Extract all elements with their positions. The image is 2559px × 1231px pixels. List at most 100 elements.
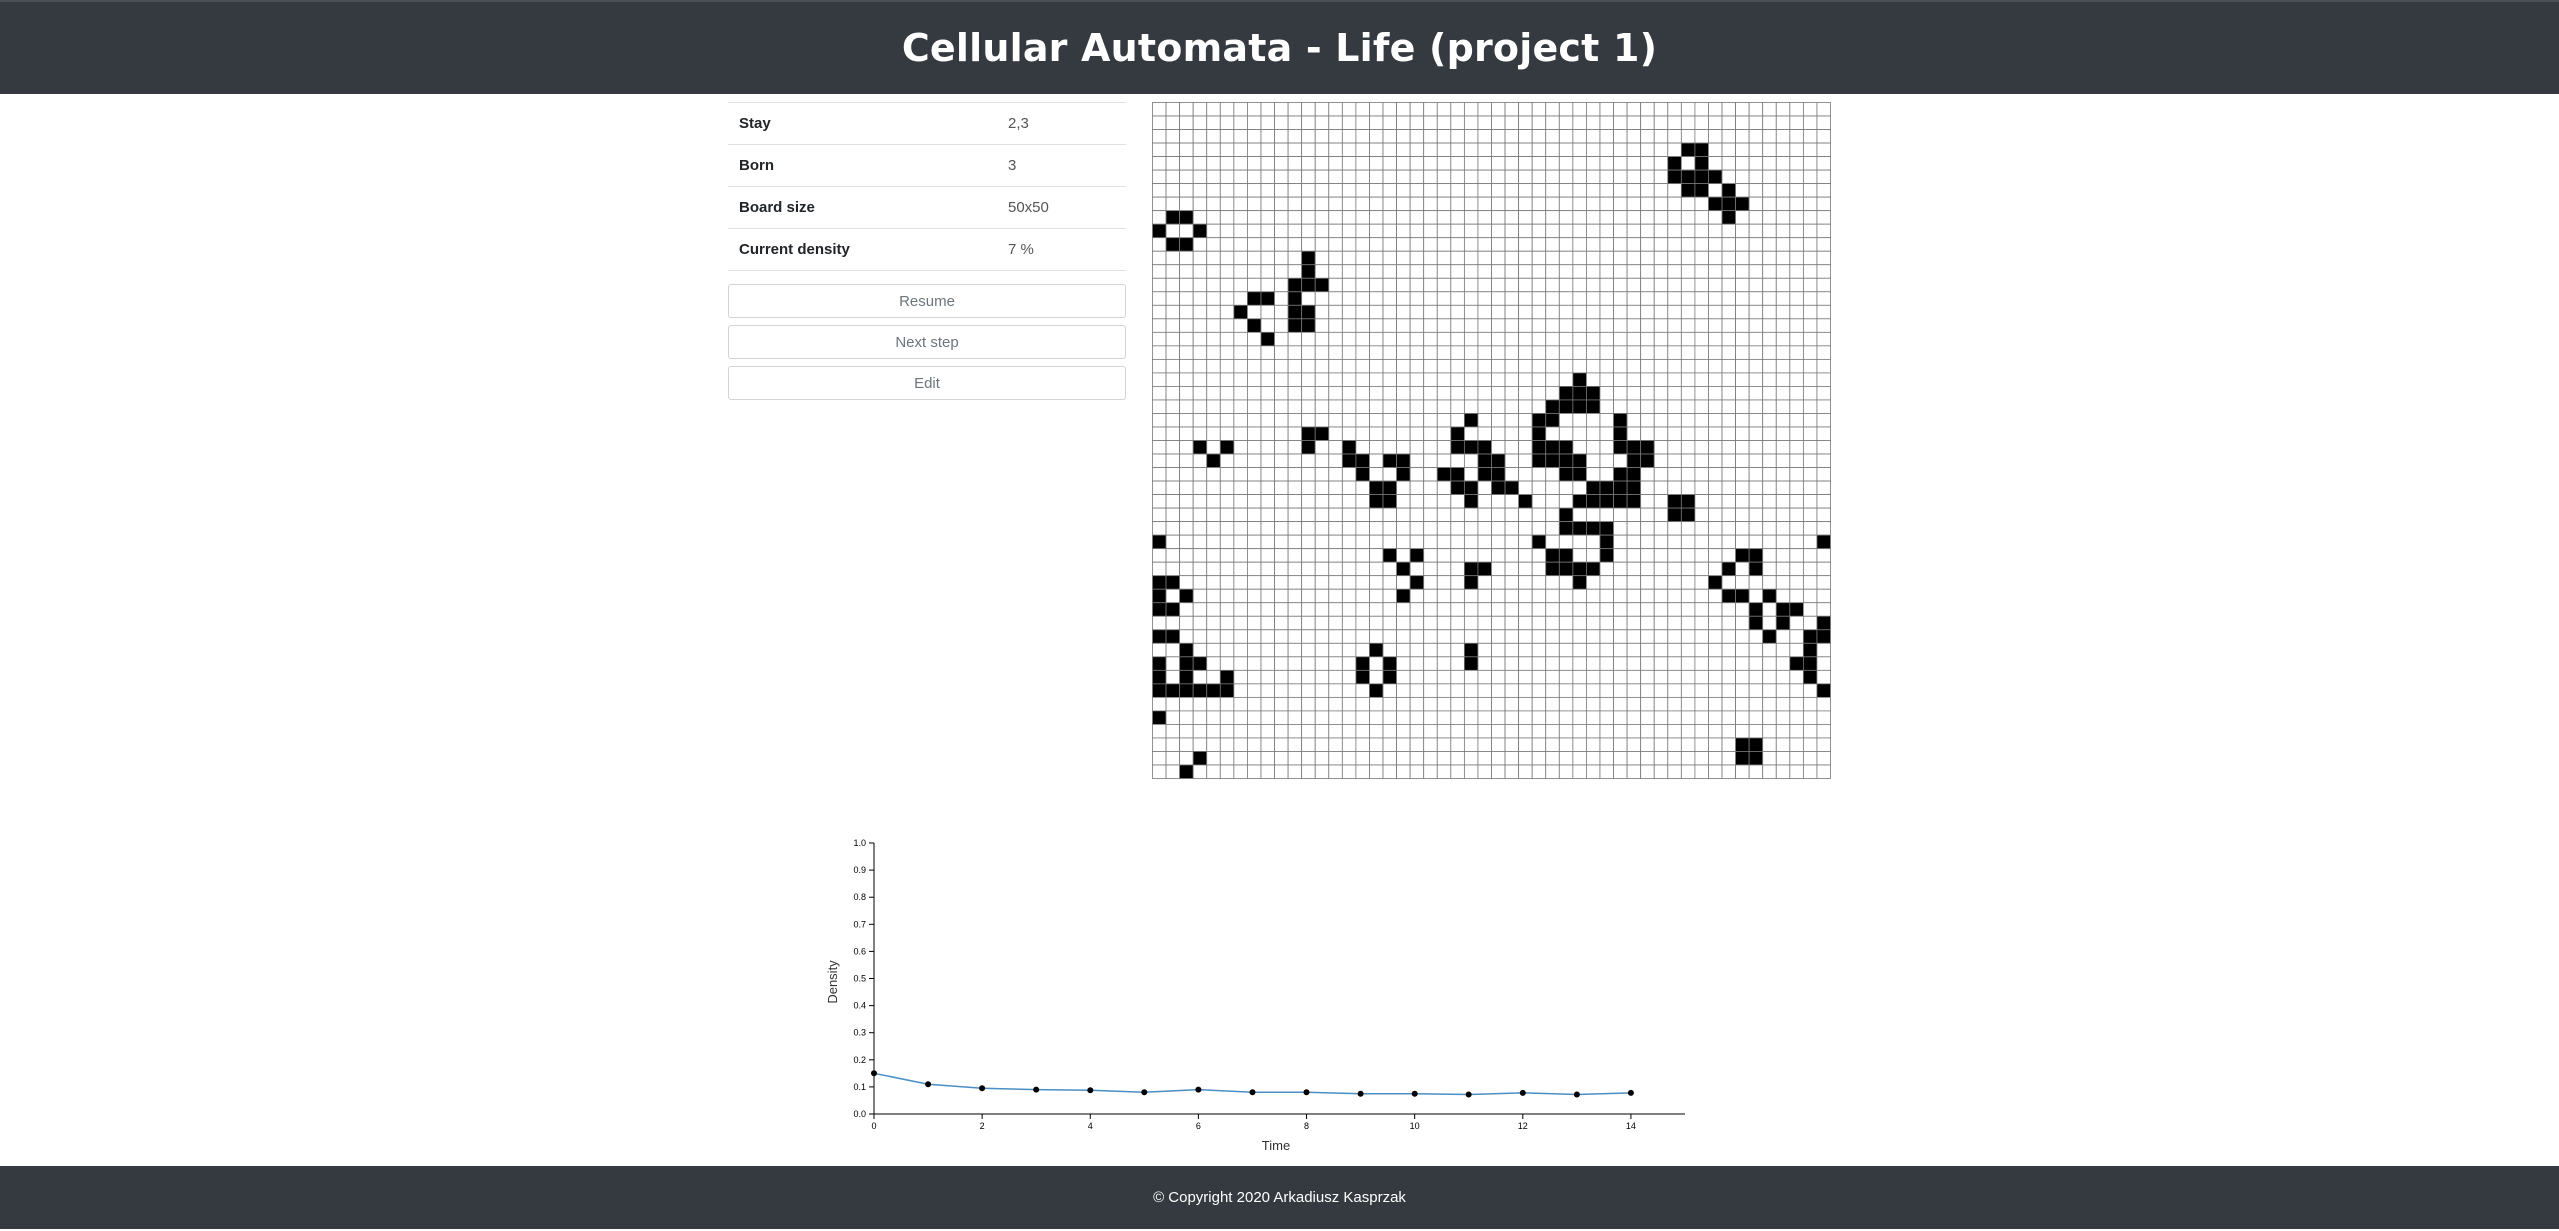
cell-dead[interactable] (1802, 156, 1818, 171)
cell-dead[interactable] (1694, 575, 1709, 590)
cell-dead[interactable] (1802, 210, 1818, 225)
cell-dead[interactable] (1382, 223, 1397, 239)
cell-dead[interactable] (1775, 237, 1791, 252)
cell-dead[interactable] (1409, 683, 1425, 698)
cell-dead[interactable] (1802, 169, 1818, 185)
cell-dead[interactable] (1518, 115, 1533, 130)
cell-dead[interactable] (1735, 534, 1750, 550)
cell-dead[interactable] (1287, 534, 1303, 550)
cell-alive[interactable] (1301, 264, 1316, 279)
cell-dead[interactable] (1423, 467, 1438, 482)
cell-dead[interactable] (1206, 521, 1221, 536)
cell-dead[interactable] (1491, 129, 1506, 144)
cell-dead[interactable] (1762, 521, 1777, 536)
cell-dead[interactable] (1301, 386, 1316, 401)
cell-dead[interactable] (1179, 561, 1194, 577)
cell-dead[interactable] (1328, 764, 1343, 779)
cell-dead[interactable] (1423, 751, 1438, 766)
cell-dead[interactable] (1735, 426, 1750, 441)
cell-alive[interactable] (1708, 169, 1723, 185)
cell-dead[interactable] (1545, 210, 1560, 225)
cell-dead[interactable] (1301, 561, 1316, 577)
cell-dead[interactable] (1301, 358, 1316, 374)
cell-dead[interactable] (1301, 156, 1316, 171)
cell-dead[interactable] (1518, 264, 1533, 279)
cell-dead[interactable] (1369, 669, 1384, 685)
cell-dead[interactable] (1436, 237, 1452, 252)
cell-dead[interactable] (1558, 751, 1574, 766)
cell-dead[interactable] (1694, 210, 1709, 225)
cell-dead[interactable] (1667, 183, 1682, 198)
cell-dead[interactable] (1816, 237, 1831, 252)
cell-alive[interactable] (1762, 629, 1777, 644)
cell-dead[interactable] (1653, 237, 1669, 252)
cell-dead[interactable] (1518, 602, 1533, 617)
cell-dead[interactable] (1165, 521, 1181, 536)
cell-dead[interactable] (1558, 426, 1574, 441)
cell-dead[interactable] (1802, 561, 1818, 577)
cell-dead[interactable] (1599, 372, 1614, 387)
cell-dead[interactable] (1260, 386, 1275, 401)
cell-dead[interactable] (1586, 426, 1601, 441)
cell-dead[interactable] (1748, 372, 1764, 387)
cell-dead[interactable] (1165, 156, 1181, 171)
cell-dead[interactable] (1314, 345, 1330, 360)
cell-dead[interactable] (1436, 210, 1452, 225)
cell-dead[interactable] (1653, 669, 1669, 685)
cell-dead[interactable] (1206, 602, 1221, 617)
cell-dead[interactable] (1640, 669, 1655, 685)
cell-dead[interactable] (1775, 453, 1791, 468)
cell-dead[interactable] (1206, 386, 1221, 401)
cell-dead[interactable] (1504, 169, 1520, 185)
cell-dead[interactable] (1341, 561, 1357, 577)
cell-dead[interactable] (1436, 480, 1452, 495)
cell-dead[interactable] (1626, 737, 1642, 752)
cell-dead[interactable] (1613, 453, 1628, 468)
cell-dead[interactable] (1653, 386, 1669, 401)
cell-dead[interactable] (1518, 413, 1533, 428)
cell-dead[interactable] (1640, 318, 1655, 333)
cell-dead[interactable] (1436, 399, 1452, 414)
cell-dead[interactable] (1518, 642, 1533, 658)
cell-dead[interactable] (1192, 521, 1208, 536)
cell-dead[interactable] (1572, 102, 1587, 117)
cell-dead[interactable] (1436, 156, 1452, 171)
cell-dead[interactable] (1463, 304, 1479, 320)
cell-dead[interactable] (1626, 183, 1642, 198)
cell-dead[interactable] (1450, 142, 1465, 157)
cell-dead[interactable] (1802, 710, 1818, 725)
cell-dead[interactable] (1192, 629, 1208, 644)
cell-dead[interactable] (1708, 156, 1723, 171)
cell-dead[interactable] (1341, 602, 1357, 617)
cell-dead[interactable] (1355, 331, 1370, 347)
cell-alive[interactable] (1816, 629, 1831, 644)
cell-dead[interactable] (1287, 521, 1303, 536)
cell-dead[interactable] (1613, 304, 1628, 320)
cell-dead[interactable] (1314, 102, 1330, 117)
cell-dead[interactable] (1491, 440, 1506, 455)
cell-dead[interactable] (1708, 642, 1723, 658)
cell-dead[interactable] (1640, 507, 1655, 523)
cell-dead[interactable] (1586, 372, 1601, 387)
cell-dead[interactable] (1694, 223, 1709, 239)
cell-dead[interactable] (1694, 683, 1709, 698)
cell-dead[interactable] (1436, 656, 1452, 671)
cell-alive[interactable] (1463, 413, 1479, 428)
cell-dead[interactable] (1287, 210, 1303, 225)
cell-dead[interactable] (1355, 358, 1370, 374)
cell-dead[interactable] (1762, 102, 1777, 117)
cell-dead[interactable] (1802, 764, 1818, 779)
cell-dead[interactable] (1504, 656, 1520, 671)
cell-dead[interactable] (1355, 764, 1370, 779)
cell-dead[interactable] (1586, 453, 1601, 468)
cell-dead[interactable] (1545, 629, 1560, 644)
cell-dead[interactable] (1179, 345, 1194, 360)
cell-dead[interactable] (1179, 102, 1194, 117)
cell-dead[interactable] (1369, 156, 1384, 171)
cell-dead[interactable] (1504, 615, 1520, 631)
cell-dead[interactable] (1369, 467, 1384, 482)
cell-alive[interactable] (1287, 318, 1303, 333)
cell-dead[interactable] (1341, 534, 1357, 550)
cell-alive[interactable] (1531, 453, 1547, 468)
cell-dead[interactable] (1802, 724, 1818, 739)
